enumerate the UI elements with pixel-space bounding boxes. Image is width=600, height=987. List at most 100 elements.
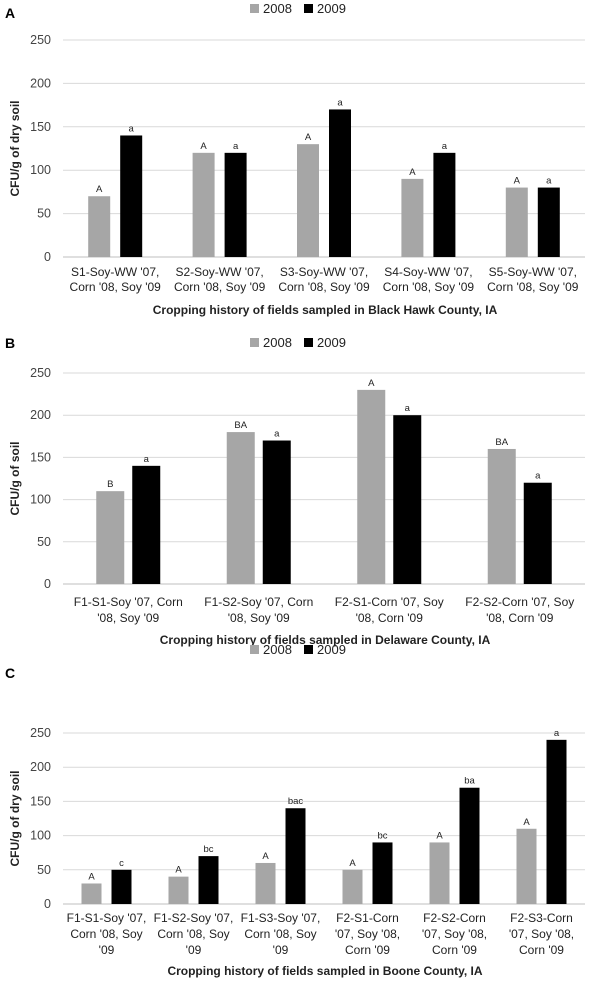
bar-significance-label: ba bbox=[464, 776, 475, 787]
bar-2008 bbox=[487, 448, 516, 584]
x-tick-label: S5-Soy-WW '07, bbox=[489, 265, 577, 279]
x-tick-label: Corn '08, Soy bbox=[244, 927, 316, 941]
chart-legend: 2008 2009 bbox=[250, 1, 346, 16]
y-tick-label: 50 bbox=[37, 863, 51, 877]
x-tick-label: '08, Corn '09 bbox=[356, 611, 424, 625]
bar-significance-label: B bbox=[107, 479, 113, 490]
legend-entry: 2008 bbox=[263, 642, 292, 657]
legend-entry: 2009 bbox=[317, 335, 346, 350]
bar-significance-label: A bbox=[96, 184, 103, 195]
bar-2009 bbox=[285, 808, 306, 904]
bar-significance-label: bc bbox=[203, 844, 213, 855]
y-tick-label: 0 bbox=[44, 577, 51, 591]
x-tick-label: Corn '08, Soy bbox=[70, 927, 142, 941]
legend-swatch-2008 bbox=[250, 4, 259, 13]
legend-entry: 2008 bbox=[263, 335, 292, 350]
x-tick-label: F2-S1-Corn bbox=[336, 911, 399, 925]
bar-2009 bbox=[132, 465, 161, 584]
y-tick-label: 100 bbox=[30, 493, 51, 507]
y-tick-label: 0 bbox=[44, 250, 51, 264]
bar-2009 bbox=[111, 869, 132, 904]
x-axis-label: Cropping history of fields sampled in Bl… bbox=[153, 303, 498, 317]
y-tick-label: 100 bbox=[30, 829, 51, 843]
x-axis-label: Cropping history of fields sampled in Bo… bbox=[167, 964, 482, 978]
chart-panel-a: A 2008 2009 0 50 100 150 200 250 CFU/g of dry soi… bbox=[5, 1, 585, 317]
x-tick-label: S3-Soy-WW '07, bbox=[280, 265, 368, 279]
bar-significance-label: c bbox=[119, 858, 124, 869]
bar-2008 bbox=[88, 196, 111, 257]
y-tick-label: 150 bbox=[30, 450, 51, 464]
legend-swatch-2009 bbox=[304, 645, 313, 654]
bar-2009 bbox=[224, 152, 247, 257]
bar-2009 bbox=[393, 415, 422, 584]
x-axis-label: Cropping history of fields sampled in De… bbox=[160, 633, 491, 647]
legend-swatch-2009 bbox=[304, 338, 313, 347]
bar-2008 bbox=[255, 862, 276, 904]
y-tick-label: 50 bbox=[37, 207, 51, 221]
y-tick-label: 250 bbox=[30, 366, 51, 380]
x-tick-label: '09 bbox=[273, 943, 289, 957]
bar-significance-label: BA bbox=[234, 420, 247, 431]
bar-2009 bbox=[546, 739, 567, 904]
bar-2008 bbox=[81, 883, 102, 904]
x-tick-label: S4-Soy-WW '07, bbox=[384, 265, 472, 279]
bar-significance-label: A bbox=[262, 851, 269, 862]
bar-significance-label: A bbox=[305, 132, 312, 143]
bar-significance-label: A bbox=[436, 830, 443, 841]
x-tick-label: Corn '09 bbox=[519, 943, 564, 957]
x-tick-label: F1-S3-Soy '07, bbox=[241, 911, 321, 925]
x-tick-label: '09 bbox=[186, 943, 202, 957]
x-tick-label: F1-S1-Soy '07, Corn bbox=[74, 595, 183, 609]
bar-significance-label: a bbox=[274, 429, 280, 440]
bar-2009 bbox=[262, 440, 291, 584]
x-tick-label: Corn '08, Soy '09 bbox=[383, 280, 475, 294]
bar-significance-label: a bbox=[546, 176, 552, 187]
legend-entry: 2008 bbox=[263, 1, 292, 16]
legend-entry: 2009 bbox=[317, 1, 346, 16]
x-tick-label: Corn '09 bbox=[345, 943, 390, 957]
y-tick-label: 150 bbox=[30, 120, 51, 134]
x-tick-label: Corn '08, Soy '09 bbox=[278, 280, 370, 294]
legend-swatch-2009 bbox=[304, 4, 313, 13]
x-tick-label: Corn '08, Soy '09 bbox=[70, 280, 162, 294]
chart-legend: 2008 2009 bbox=[250, 335, 346, 350]
x-tick-label: F1-S2-Soy '07, Corn bbox=[204, 595, 313, 609]
legend-swatch-2008 bbox=[250, 338, 259, 347]
bar-significance-label: A bbox=[368, 378, 375, 389]
x-tick-label: '08, Soy '09 bbox=[97, 611, 159, 625]
y-tick-label: 100 bbox=[30, 163, 51, 177]
bar-significance-label: bac bbox=[288, 796, 304, 807]
bar-significance-label: A bbox=[514, 176, 521, 187]
x-tick-label: '08, Corn '09 bbox=[486, 611, 554, 625]
bar-significance-label: a bbox=[129, 123, 135, 134]
bar-2009 bbox=[459, 787, 480, 904]
bar-2008 bbox=[516, 828, 537, 904]
x-tick-label: Corn '09 bbox=[432, 943, 477, 957]
x-tick-label: F2-S2-Corn '07, Soy bbox=[465, 595, 574, 609]
bar-2008 bbox=[168, 876, 189, 904]
y-tick-label: 250 bbox=[30, 726, 51, 740]
bar-2009 bbox=[537, 187, 560, 257]
panel-letter: C bbox=[5, 665, 15, 681]
bar-2009 bbox=[198, 856, 219, 904]
bar-significance-label: bc bbox=[377, 830, 387, 841]
bar-2008 bbox=[401, 178, 424, 257]
bar-significance-label: BA bbox=[495, 437, 508, 448]
bar-significance-label: A bbox=[409, 167, 416, 178]
x-tick-label: F1-S2-Soy '07, bbox=[154, 911, 234, 925]
x-tick-label: F2-S3-Corn bbox=[510, 911, 573, 925]
bar-2008 bbox=[96, 491, 125, 584]
bar-2009 bbox=[372, 842, 393, 904]
x-tick-label: '07, Soy '08, bbox=[422, 927, 487, 941]
y-tick-label: 150 bbox=[30, 794, 51, 808]
bar-significance-label: a bbox=[144, 454, 150, 465]
bar-significance-label: A bbox=[349, 858, 356, 869]
bar-2009 bbox=[329, 109, 351, 257]
x-tick-label: Corn '08, Soy bbox=[157, 927, 229, 941]
bar-2008 bbox=[505, 187, 528, 257]
panel-letter: A bbox=[5, 5, 15, 21]
chart-panel-c: C 2008 2009 0 50 100 150 200 250 CFU/g of dry soi… bbox=[5, 642, 585, 978]
bar-2008 bbox=[429, 842, 450, 904]
y-axis-label: CFU/g of soil bbox=[8, 442, 22, 516]
y-tick-label: 200 bbox=[30, 76, 51, 90]
